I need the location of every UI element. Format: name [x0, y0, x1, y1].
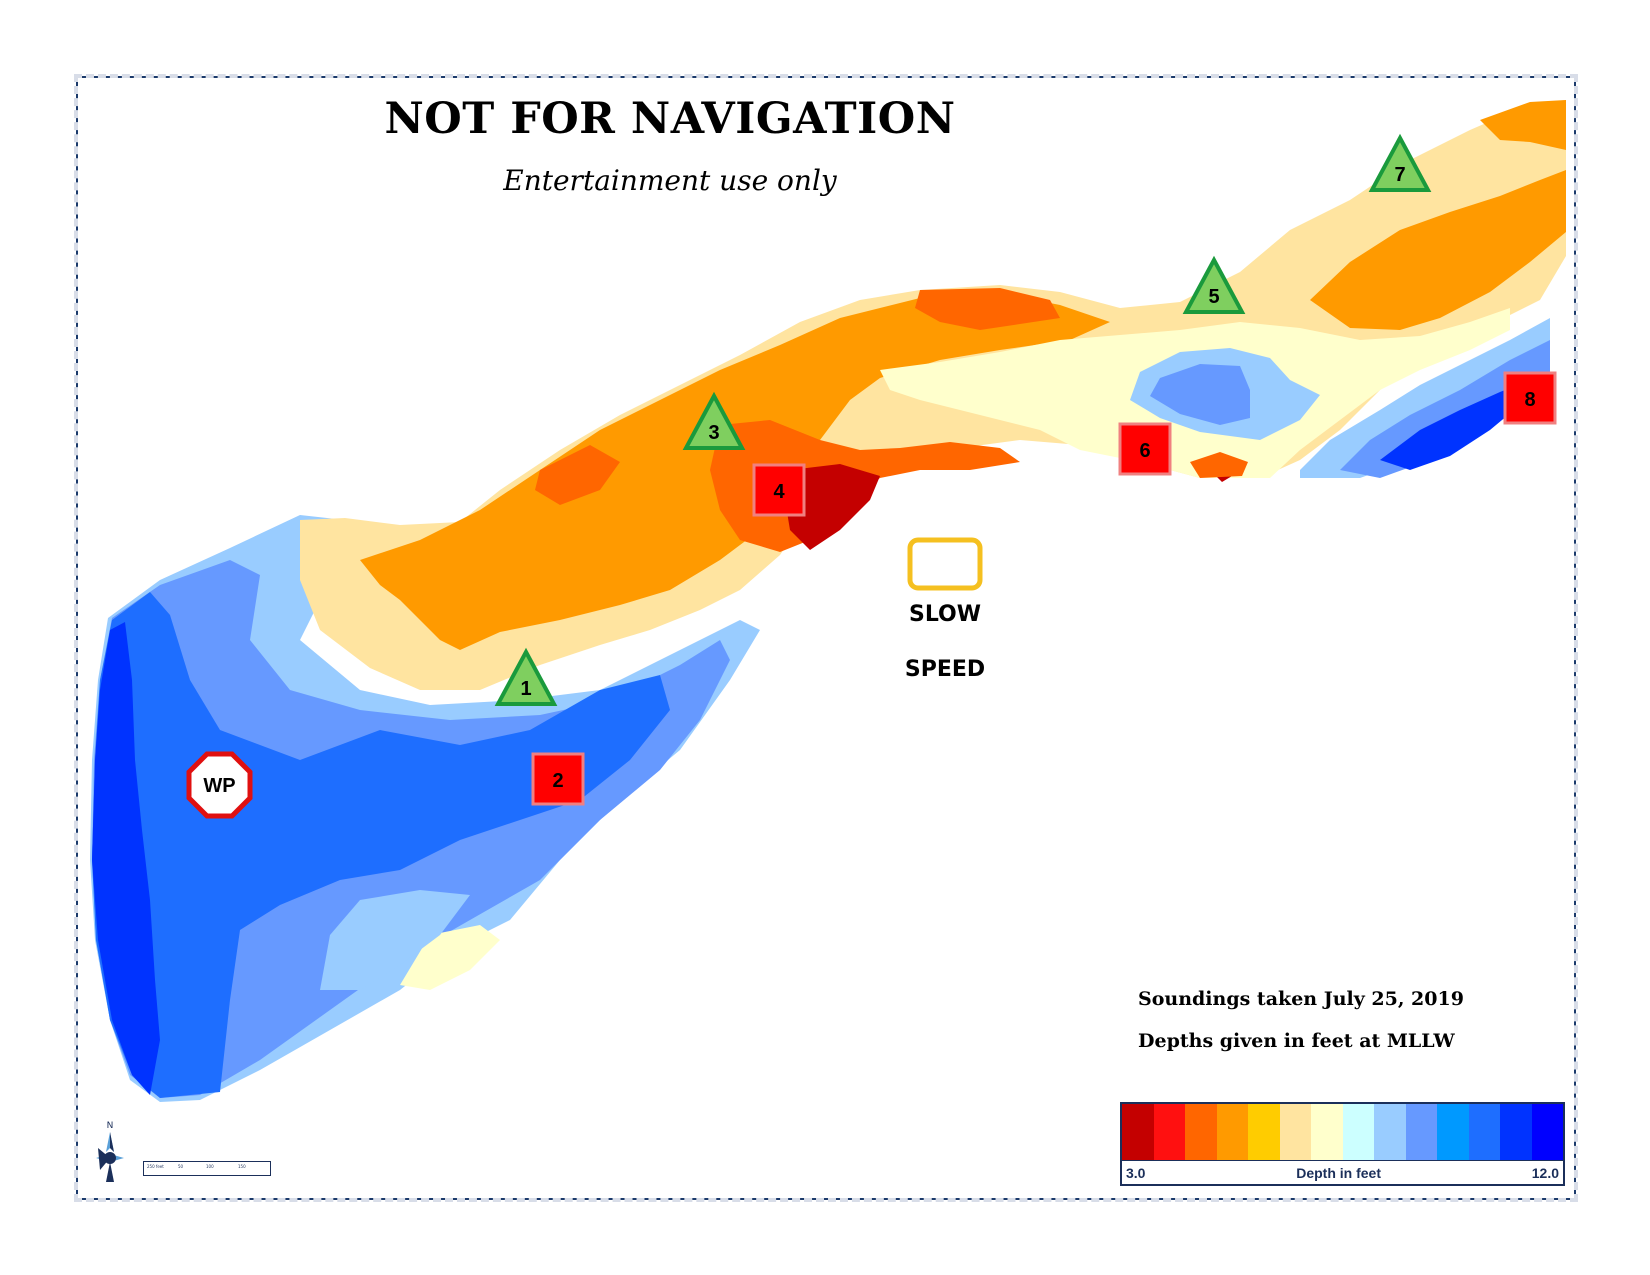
depth-zone-darkorange-west — [535, 445, 620, 505]
green-triangle-marker-3[interactable]: 3 — [682, 391, 746, 450]
west-basin — [90, 515, 760, 1102]
depth-legend: 3.0 Depth in feet 12.0 — [1120, 1102, 1565, 1186]
depth-zone-orange-east — [1310, 170, 1566, 330]
depth-zone-blue-southeast — [1340, 340, 1550, 478]
scale-label: 100 — [206, 1164, 214, 1169]
scale-bar: 250 feet 50 100 150 — [143, 1161, 271, 1176]
scale-label: 50 — [178, 1164, 184, 1169]
legend-swatch — [1279, 1104, 1311, 1160]
depth-zone-blue-east — [1150, 364, 1250, 425]
legend-swatch — [1468, 1104, 1500, 1160]
legend-max: 12.0 — [1531, 1165, 1559, 1181]
green-triangle-marker-1[interactable]: 1 — [494, 647, 558, 706]
depth-zone-red — [785, 464, 880, 550]
red-square-marker-8[interactable]: 8 — [1503, 371, 1557, 425]
legend-labels: 3.0 Depth in feet 12.0 — [1122, 1161, 1563, 1185]
depth-zone-deepblue — [92, 622, 160, 1095]
marker-label: 3 — [708, 422, 719, 444]
depth-zone-medblue — [92, 592, 670, 1098]
legend-min: 3.0 — [1126, 1165, 1146, 1181]
depth-zone-darkorange-north — [915, 288, 1060, 330]
legend-swatch — [1374, 1104, 1406, 1160]
legend-swatch — [1122, 1104, 1154, 1160]
legend-swatch — [1437, 1104, 1469, 1160]
legend-swatch — [1531, 1104, 1563, 1160]
marker-label: 6 — [1139, 440, 1150, 462]
scale-label: 150 — [238, 1164, 246, 1169]
slow-label: SLOW — [908, 602, 982, 627]
compass-north-label: N — [107, 1121, 114, 1131]
marker-label: 1 — [520, 678, 531, 700]
marker-label: 7 — [1394, 164, 1405, 186]
legend-swatch — [1216, 1104, 1248, 1160]
page-subtitle: Entertainment use only — [503, 164, 837, 197]
warning-octagon-marker[interactable]: WP — [186, 751, 253, 819]
warning-label: WP — [203, 775, 235, 797]
legend-swatch — [1185, 1104, 1217, 1160]
marker-layer: 1 3 5 7 2 4 6 8 — [186, 133, 1557, 819]
depth-zone-lightblue-inlet — [320, 890, 470, 990]
scale-label: 250 feet — [147, 1164, 164, 1169]
legend-swatch — [1248, 1104, 1280, 1160]
green-triangle-marker-5[interactable]: 5 — [1182, 255, 1246, 314]
marker-label: 4 — [773, 481, 785, 503]
compass-rose-icon: N — [96, 1121, 124, 1182]
legend-color-bar — [1122, 1104, 1563, 1161]
depth-zone-palecream — [400, 925, 500, 990]
legend-swatch — [1500, 1104, 1532, 1160]
depth-zone-orange-northeast — [1480, 100, 1566, 150]
marker-label: 2 — [552, 770, 563, 792]
legend-swatch — [1342, 1104, 1374, 1160]
slow-zone-icon — [907, 537, 983, 591]
legend-swatch — [1405, 1104, 1437, 1160]
shoal-spot-orange — [1190, 452, 1248, 478]
east-channel — [300, 100, 1566, 690]
red-square-marker-4[interactable]: 4 — [752, 463, 806, 517]
legend-swatch — [1311, 1104, 1343, 1160]
datum-note: Depths given in feet at MLLW — [1138, 1030, 1455, 1052]
legend-title: Depth in feet — [1296, 1165, 1381, 1181]
soundings-note: Soundings taken July 25, 2019 — [1138, 988, 1464, 1010]
green-triangle-marker-7[interactable]: 7 — [1368, 133, 1432, 192]
depth-zone-lightblue-southeast — [1300, 318, 1550, 478]
red-square-marker-6[interactable]: 6 — [1118, 422, 1172, 476]
page-title: NOT FOR NAVIGATION — [384, 94, 956, 144]
red-square-marker-2[interactable]: 2 — [531, 752, 585, 806]
marker-label: 8 — [1524, 389, 1535, 411]
speed-label: SPEED — [904, 657, 986, 682]
depth-zone-deepblue-southeast — [1380, 380, 1530, 470]
marker-label: 5 — [1208, 286, 1219, 308]
legend-swatch — [1153, 1104, 1185, 1160]
